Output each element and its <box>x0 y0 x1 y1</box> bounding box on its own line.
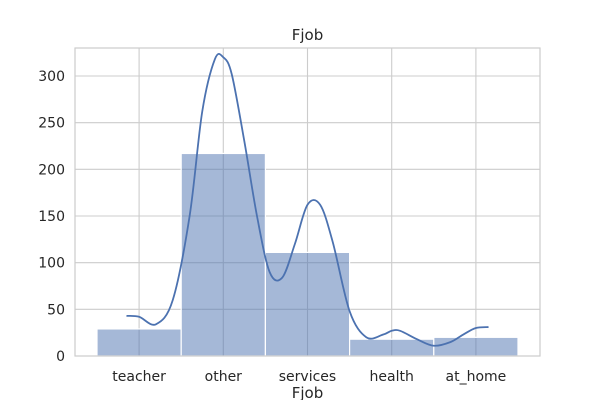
plot-frame <box>74 47 541 357</box>
x-tick-label-health: health <box>370 369 414 385</box>
bar-services <box>264 251 351 357</box>
x-tick-label-other: other <box>205 369 243 385</box>
y-tick-label: 250 <box>38 116 65 132</box>
x-axis-label: Fjob <box>292 384 324 400</box>
kde-curve-group <box>126 53 489 347</box>
chart-title: Fjob <box>292 26 324 44</box>
x-tick-label-services: services <box>279 369 336 385</box>
y-tick-label: 200 <box>38 162 65 178</box>
x-tick-label-teacher: teacher <box>112 369 166 385</box>
y-tick-label: 50 <box>47 302 65 318</box>
y-tick-label: 150 <box>38 209 65 225</box>
x-tick-labels: teacher other services health at_home <box>112 369 506 385</box>
bar-at_home <box>433 336 519 357</box>
y-tick-label: 100 <box>38 256 65 272</box>
y-tick-labels: 0 50 100 150 200 250 300 <box>38 69 65 365</box>
kde-curve <box>126 53 489 347</box>
y-tick-label: 0 <box>56 349 65 365</box>
y-tick-label: 300 <box>38 69 65 85</box>
bar-teacher <box>96 328 182 357</box>
x-tick-label-at_home: at_home <box>446 369 507 385</box>
